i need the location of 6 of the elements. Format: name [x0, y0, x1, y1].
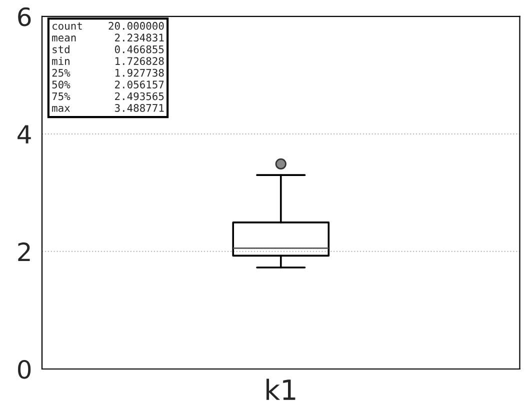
- y-tick-label: 2: [18, 242, 30, 261]
- x-tick-label: k1: [266, 378, 296, 400]
- text: count 20.000000 mean 2.234831 std 0.466855 min 1.726828 25% 1.927738 50% 2.056157 75% 2.493565 max 3.488771: [52, 22, 164, 112]
- y-tick-label: 0: [18, 360, 31, 379]
- y-tick-label: 6: [18, 7, 31, 26]
- y-tick-label: 4: [18, 125, 31, 144]
